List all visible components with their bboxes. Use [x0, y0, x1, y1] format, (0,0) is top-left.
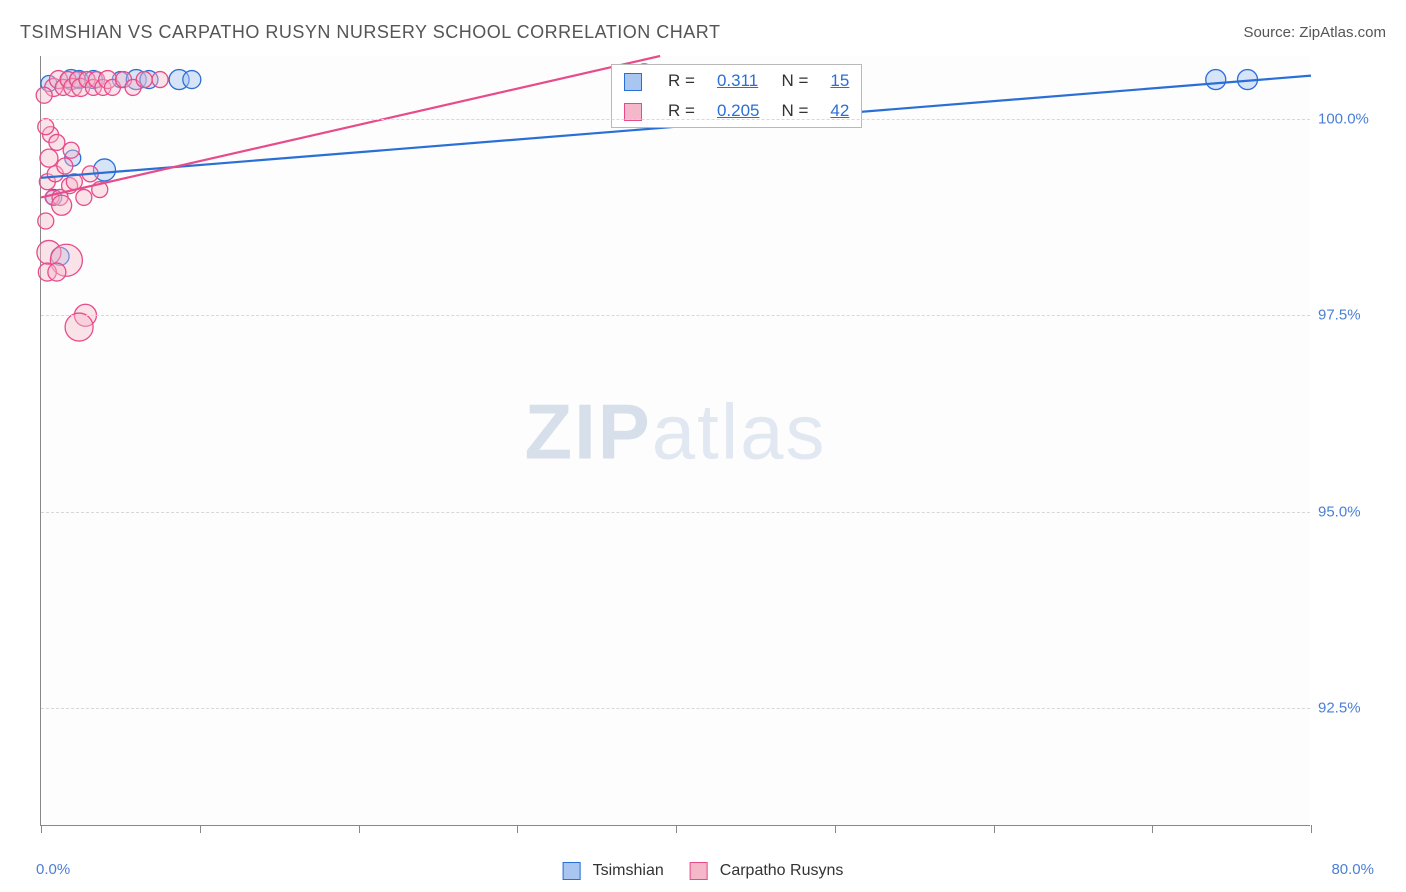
x-tick [1152, 825, 1153, 833]
legend-label: Tsimshian [593, 862, 664, 880]
chart-header: TSIMSHIAN VS CARPATHO RUSYN NURSERY SCHO… [20, 18, 1386, 46]
data-point [136, 72, 152, 88]
y-tick-label: 92.5% [1318, 700, 1378, 717]
correlation-row: R = 0.205 N = 42 [614, 97, 859, 125]
chart-svg [41, 56, 1310, 825]
x-tick [41, 825, 42, 833]
legend-item: Carpatho Rusyns [690, 862, 844, 880]
data-point [38, 119, 54, 135]
n-label: N = [771, 67, 818, 95]
data-point [48, 263, 66, 281]
data-point [63, 142, 79, 158]
y-tick-label: 95.0% [1318, 503, 1378, 520]
n-value[interactable]: 42 [830, 101, 849, 120]
y-tick-label: 100.0% [1318, 110, 1378, 127]
x-tick [359, 825, 360, 833]
gridline [41, 119, 1310, 120]
data-point [76, 189, 92, 205]
legend-item: Tsimshian [563, 862, 664, 880]
gridline [41, 512, 1310, 513]
data-point [36, 87, 52, 103]
chart-title: TSIMSHIAN VS CARPATHO RUSYN NURSERY SCHO… [20, 22, 720, 43]
data-point [183, 71, 201, 89]
chart-source: Source: ZipAtlas.com [1243, 24, 1386, 41]
data-point [40, 149, 58, 167]
data-point [38, 213, 54, 229]
data-point [65, 313, 93, 341]
x-tick [200, 825, 201, 833]
gridline [41, 708, 1310, 709]
legend-swatch [690, 862, 708, 880]
gridline [41, 315, 1310, 316]
series-legend: Tsimshian Carpatho Rusyns [563, 862, 844, 880]
x-tick [835, 825, 836, 833]
x-axis-min-label: 0.0% [36, 861, 70, 878]
data-point [52, 195, 72, 215]
data-point [57, 158, 73, 174]
r-value[interactable]: 0.205 [717, 101, 760, 120]
r-value[interactable]: 0.311 [717, 71, 758, 90]
y-tick-label: 97.5% [1318, 307, 1378, 324]
correlation-row: R = 0.311 N = 15 [614, 67, 859, 95]
legend-swatch [624, 73, 642, 91]
n-value[interactable]: 15 [830, 71, 849, 90]
legend-label: Carpatho Rusyns [720, 862, 844, 880]
x-tick [1311, 825, 1312, 833]
data-point [49, 134, 65, 150]
r-label: R = [658, 67, 705, 95]
legend-swatch [624, 103, 642, 121]
n-label: N = [771, 97, 818, 125]
x-tick [517, 825, 518, 833]
legend-swatch [563, 862, 581, 880]
data-point [152, 72, 168, 88]
correlation-legend-body: R = 0.311 N = 15 R = 0.205 N = 42 [614, 67, 859, 125]
plot-area: ZIPatlas R =0.311N =15R =0.205N =42 92.5… [40, 56, 1310, 826]
x-tick [676, 825, 677, 833]
r-label: R = [658, 97, 705, 125]
data-point [1206, 70, 1226, 90]
x-axis-max-label: 80.0% [1331, 861, 1374, 878]
x-tick [994, 825, 995, 833]
